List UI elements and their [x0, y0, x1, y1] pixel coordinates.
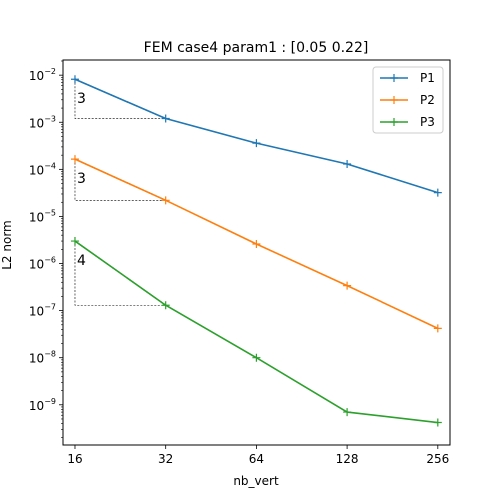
data-point — [433, 188, 442, 197]
x-tick-label: 128 — [336, 452, 359, 466]
data-point — [343, 159, 352, 168]
legend-marker — [390, 74, 398, 82]
slope-order-label: 4 — [77, 253, 86, 269]
data-point — [161, 196, 170, 205]
series-P3 — [70, 237, 442, 427]
series-group — [70, 75, 442, 427]
x-axis-label: nb_vert — [233, 474, 279, 488]
data-point — [343, 408, 352, 417]
plot-frame — [62, 59, 451, 446]
slope-order-label: 3 — [77, 91, 86, 107]
y-tick-label: 10−4 — [29, 161, 56, 177]
data-point — [70, 75, 79, 84]
data-point — [343, 281, 352, 290]
series-P2 — [70, 155, 442, 333]
data-point — [70, 155, 79, 164]
y-tick-label: 10−5 — [29, 208, 56, 224]
x-tick-label: 16 — [67, 452, 82, 466]
y-tick-label: 10−2 — [29, 67, 56, 83]
y-tick-label: 10−9 — [29, 397, 56, 413]
y-tick-label: 10−7 — [29, 303, 56, 319]
data-point — [70, 237, 79, 246]
chart-title: FEM case4 param1 : [0.05 0.22] — [144, 40, 369, 56]
slope-triangle — [74, 241, 166, 306]
legend-marker — [390, 118, 398, 126]
data-point — [161, 301, 170, 310]
data-point — [433, 324, 442, 333]
x-tick-label: 64 — [249, 452, 264, 466]
y-tick-label: 10−6 — [29, 256, 56, 272]
legend: P1 P2 P3 — [372, 66, 444, 134]
slope-triangle — [74, 159, 166, 201]
y-tick-label: 10−8 — [29, 350, 56, 366]
legend-label: P2 — [420, 93, 435, 107]
series-P1 — [70, 75, 442, 197]
legend-marker — [390, 96, 398, 104]
x-tick-label: 256 — [426, 452, 449, 466]
y-axis-label: L2 norm — [0, 220, 14, 270]
data-point — [433, 418, 442, 427]
axis-ticks: 16 32 64 128 256 10−2 10−3 10−4 10−5 10−6 10−7 10−8… — [29, 60, 449, 466]
y-tick-label: 10−3 — [29, 114, 56, 130]
data-point — [252, 139, 261, 148]
data-point — [252, 239, 261, 248]
data-point — [161, 114, 170, 123]
legend-label: P1 — [420, 71, 435, 85]
data-point — [252, 353, 261, 362]
slope-triangle — [74, 79, 166, 119]
x-tick-label: 32 — [158, 452, 173, 466]
slope-order-label: 3 — [77, 171, 86, 187]
legend-label: P3 — [420, 115, 435, 129]
